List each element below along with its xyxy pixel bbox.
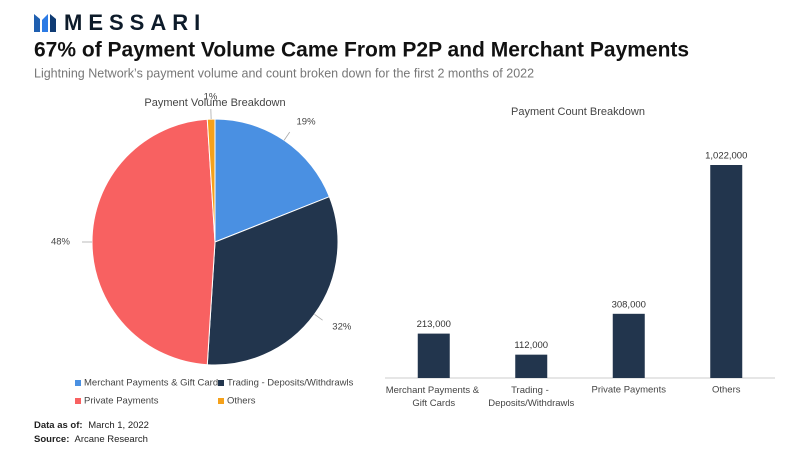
leader-line [284,132,290,140]
bar [515,355,547,378]
bar-title: Payment Count Breakdown [511,106,645,118]
legend-swatch [75,380,81,386]
x-tick-label: Others [712,385,741,396]
bar [710,165,742,378]
footer-date: Data as of: March 1, 2022 [34,420,149,431]
legend-label: Trading - Deposits/Withdrawls [227,378,354,389]
footer-source-label: Source: [34,434,69,445]
pie-slice [92,119,215,365]
pie-label: 1% [204,92,218,103]
footer-date-value: March 1, 2022 [88,420,149,431]
x-tick-label: Trading - Deposits/Withdrawls [488,385,574,409]
legend-swatch [218,380,224,386]
title: 67% of Payment Volume Came From P2P and … [34,39,689,62]
legend-label: Private Payments [84,396,159,407]
x-tick-label: Merchant Payments & Gift Cards [386,385,482,409]
legend-label: Others [227,396,256,407]
bar-value-label: 308,000 [612,299,646,310]
bar [613,314,645,378]
legend-swatch [75,398,81,404]
footer-source-value: Arcane Research [75,434,148,445]
brand: MESSARI [64,10,206,35]
bar-value-label: 1,022,000 [705,151,747,162]
footer-source: Source: Arcane Research [34,434,148,445]
subtitle: Lightning Network’s payment volume and c… [34,66,534,80]
legend-label: Merchant Payments & Gift Cards [84,378,223,389]
bar [418,334,450,378]
pie-label: 32% [332,322,352,333]
pie-label: 48% [51,237,71,248]
legend-swatch [218,398,224,404]
bar-value-label: 213,000 [417,319,451,330]
x-tick-label: Private Payments [592,385,667,396]
bar-value-label: 112,000 [514,340,548,351]
logo-icon [34,14,56,32]
footer-date-label: Data as of: [34,420,83,431]
leader-line [315,314,323,320]
pie-label: 19% [297,117,317,128]
